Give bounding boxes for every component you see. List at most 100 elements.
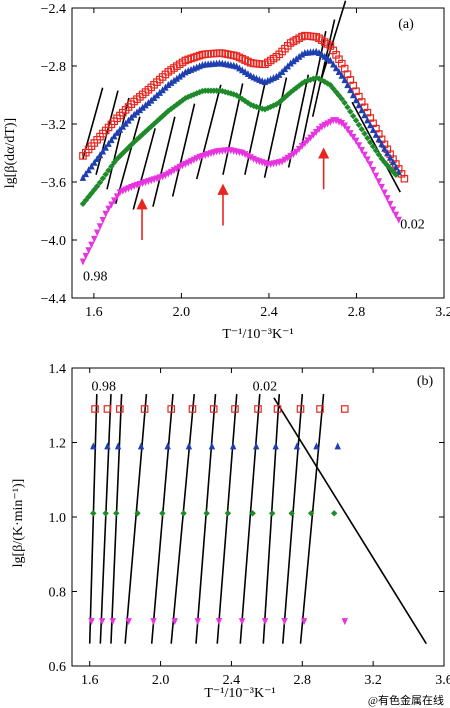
x-tick-label: 1.6: [85, 305, 103, 320]
data-point: [395, 216, 402, 224]
data-point: [381, 144, 388, 152]
fit-line: [351, 101, 401, 193]
arrows-a: [136, 147, 330, 240]
data-point: [96, 151, 104, 159]
data-point: [167, 78, 175, 86]
data-point: [208, 442, 216, 450]
axis-ticks-a: 1.6 2.0 2.4 2.8 3.2 −4.4 −4.0 −3.6 −3.2 −2.8 −2.4: [41, 2, 450, 320]
data-point: [372, 130, 380, 138]
data-point: [102, 143, 109, 151]
data-point: [162, 83, 169, 91]
data-point: [330, 510, 338, 517]
data-point: [290, 57, 297, 65]
data-point: [358, 146, 365, 154]
data-point: [148, 96, 155, 104]
data-point: [386, 153, 394, 161]
data-point: [105, 139, 112, 147]
data-point: [375, 151, 382, 158]
data-point: [347, 130, 354, 138]
data-point: [104, 442, 111, 450]
data-point: [301, 140, 309, 148]
data-point: [293, 442, 301, 450]
data-point: [355, 121, 363, 129]
data-point: [179, 70, 186, 78]
axis-ticks-b: 1.6 2.0 2.4 2.8 3.2 3.6 0.6 0.8 1.0 1.2 1.4: [49, 362, 450, 688]
data-point: [231, 405, 239, 413]
data-point: [327, 56, 334, 64]
data-point: [102, 210, 109, 218]
chart-panel-b: 1.6 2.0 2.4 2.8 3.2 3.60.60.81.01.21.4 0.98 0.…: [11, 362, 450, 701]
data-point: [173, 101, 181, 108]
data-point: [349, 91, 357, 99]
data-point: [109, 618, 116, 626]
y-tick-label: −4.0: [41, 234, 66, 249]
data-point: [364, 156, 371, 164]
data-point: [88, 618, 95, 626]
data-point: [389, 206, 397, 214]
data-point: [113, 193, 121, 201]
annotation-label: 0.02: [253, 379, 278, 394]
data-point: [293, 148, 300, 156]
data-point: [272, 442, 279, 450]
data-point: [378, 155, 385, 162]
data-point: [114, 442, 122, 450]
data-point: [139, 103, 146, 111]
data-point: [332, 88, 340, 96]
data-point: [102, 171, 109, 178]
data-point: [113, 510, 120, 517]
data-point: [209, 405, 218, 413]
data-point: [378, 183, 385, 191]
data-point: [369, 126, 377, 133]
data-point: [194, 618, 201, 626]
data-point: [344, 104, 351, 111]
x-tick-label: 2.8: [294, 673, 312, 688]
watermark: @有色金属在线: [368, 693, 444, 707]
data-point: [82, 170, 89, 178]
data-point: [355, 142, 363, 150]
data-point: [88, 241, 95, 249]
data-point: [150, 94, 158, 102]
data-point: [344, 126, 351, 134]
data-point: [113, 155, 121, 163]
data-point: [79, 200, 87, 207]
data-point: [136, 106, 144, 114]
y-tick-label: 1.4: [49, 362, 67, 377]
data-point: [273, 405, 282, 413]
data-point: [238, 618, 246, 626]
data-point: [103, 405, 112, 413]
y-tick-label: −2.4: [41, 2, 66, 17]
data-point: [392, 163, 400, 171]
data-point: [287, 89, 294, 96]
data-point: [153, 91, 161, 99]
data-point: [140, 405, 149, 413]
data-point: [142, 101, 149, 109]
data-point: [330, 60, 337, 68]
data-point: [281, 618, 288, 626]
data-point: [361, 130, 368, 137]
data-point: [381, 189, 388, 197]
data-point: [105, 205, 112, 213]
data-point: [268, 510, 276, 517]
x-tick-label: 1.6: [81, 673, 99, 688]
fit-line: [282, 394, 304, 644]
plot-frame-a: [71, 7, 445, 299]
x-tick-label: 3.2: [364, 673, 382, 688]
y-axis-label-a: lg[β(dα/dT)]: [3, 118, 18, 188]
y-tick-label: −2.8: [41, 60, 66, 75]
data-point: [378, 140, 385, 148]
fit-line: [195, 84, 222, 180]
data-point: [188, 405, 197, 413]
data-point: [288, 510, 295, 517]
data-point: [159, 86, 166, 94]
data-point: [367, 121, 374, 129]
data-point: [338, 95, 346, 103]
data-point: [313, 442, 320, 450]
data-point: [332, 64, 340, 72]
data-point: [254, 405, 262, 413]
data-point: [196, 88, 203, 96]
data-point: [295, 52, 303, 60]
data-point: [182, 95, 189, 102]
data-point: [145, 125, 152, 133]
y-tick-label: 1.2: [49, 437, 67, 452]
data-point: [88, 162, 95, 170]
